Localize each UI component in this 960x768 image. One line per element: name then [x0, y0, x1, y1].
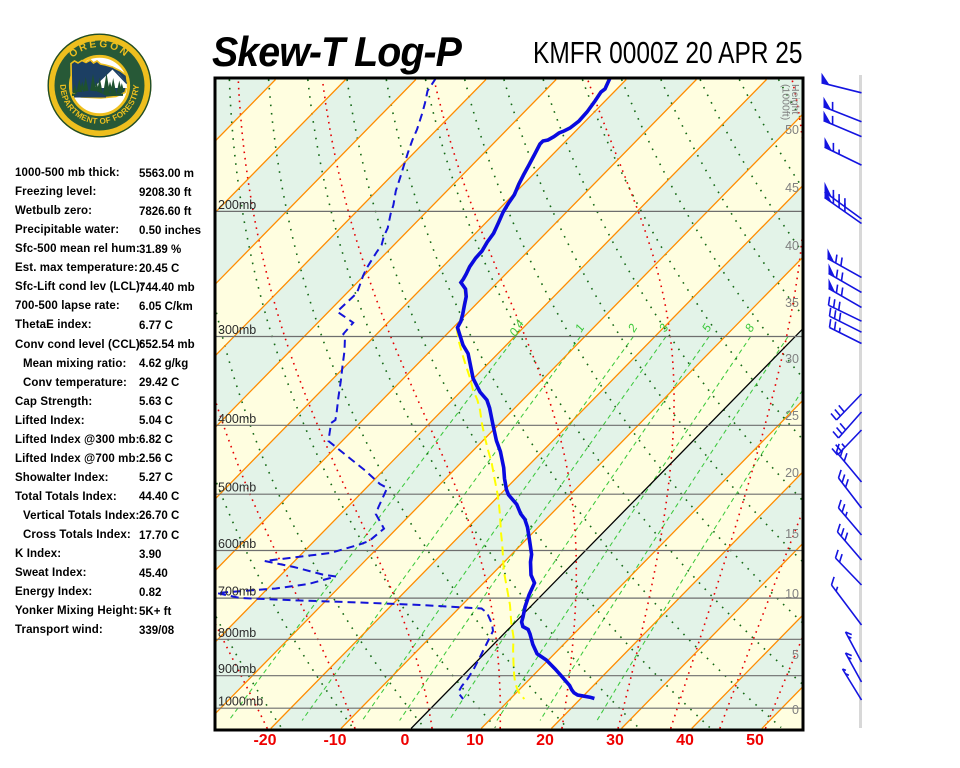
svg-text:600mb: 600mb [218, 537, 256, 551]
svg-text:Height: Height [789, 84, 801, 114]
svg-text:35: 35 [785, 296, 799, 310]
svg-text:5: 5 [792, 648, 799, 662]
svg-text:500mb: 500mb [218, 481, 256, 495]
svg-text:800mb: 800mb [218, 626, 256, 640]
svg-text:0: 0 [401, 732, 410, 749]
svg-text:400mb: 400mb [218, 412, 256, 426]
svg-text:300mb: 300mb [218, 323, 256, 337]
svg-text:10: 10 [466, 732, 484, 749]
svg-text:-10: -10 [323, 732, 346, 749]
svg-text:1000mb: 1000mb [218, 695, 263, 709]
svg-text:20: 20 [785, 466, 799, 480]
svg-text:15: 15 [785, 527, 799, 541]
svg-text:40: 40 [785, 239, 799, 253]
svg-text:200mb: 200mb [218, 198, 256, 212]
svg-text:40: 40 [676, 732, 694, 749]
svg-text:-20: -20 [253, 732, 276, 749]
svg-text:50: 50 [785, 123, 799, 137]
svg-text:25: 25 [785, 409, 799, 423]
svg-text:0: 0 [792, 703, 799, 717]
svg-text:10: 10 [785, 587, 799, 601]
svg-text:(1000ft): (1000ft) [780, 84, 792, 120]
svg-text:20: 20 [536, 732, 554, 749]
svg-text:30: 30 [606, 732, 624, 749]
svg-text:45: 45 [785, 181, 799, 195]
svg-text:50: 50 [746, 732, 764, 749]
svg-text:900mb: 900mb [218, 662, 256, 676]
svg-text:700mb: 700mb [218, 585, 256, 599]
svg-text:30: 30 [785, 352, 799, 366]
